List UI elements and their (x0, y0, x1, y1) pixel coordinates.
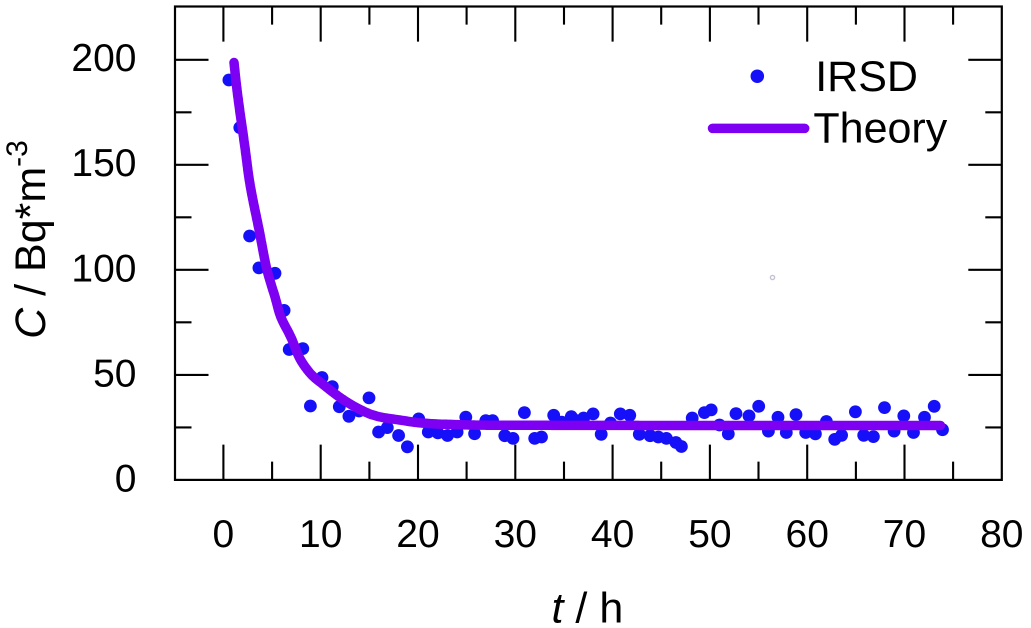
svg-text:0: 0 (115, 457, 137, 500)
svg-text:IRSD: IRSD (815, 53, 918, 101)
svg-text:80: 80 (980, 513, 1023, 556)
svg-text:60: 60 (786, 513, 829, 556)
svg-text:30: 30 (494, 513, 537, 556)
svg-text:0: 0 (213, 513, 235, 556)
svg-text:50: 50 (688, 513, 731, 556)
svg-text:40: 40 (591, 513, 634, 556)
svg-text:20: 20 (396, 513, 439, 556)
svg-text:t / h: t / h (552, 584, 624, 628)
svg-text:10: 10 (299, 513, 342, 556)
svg-text:Theory: Theory (813, 105, 947, 153)
svg-text:150: 150 (71, 142, 136, 185)
svg-text:200: 200 (71, 37, 136, 80)
svg-text:100: 100 (71, 247, 136, 290)
svg-text:70: 70 (883, 513, 926, 556)
svg-text:50: 50 (93, 352, 136, 395)
svg-text:C / Bq*m-3: C / Bq*m-3 (1, 140, 55, 339)
